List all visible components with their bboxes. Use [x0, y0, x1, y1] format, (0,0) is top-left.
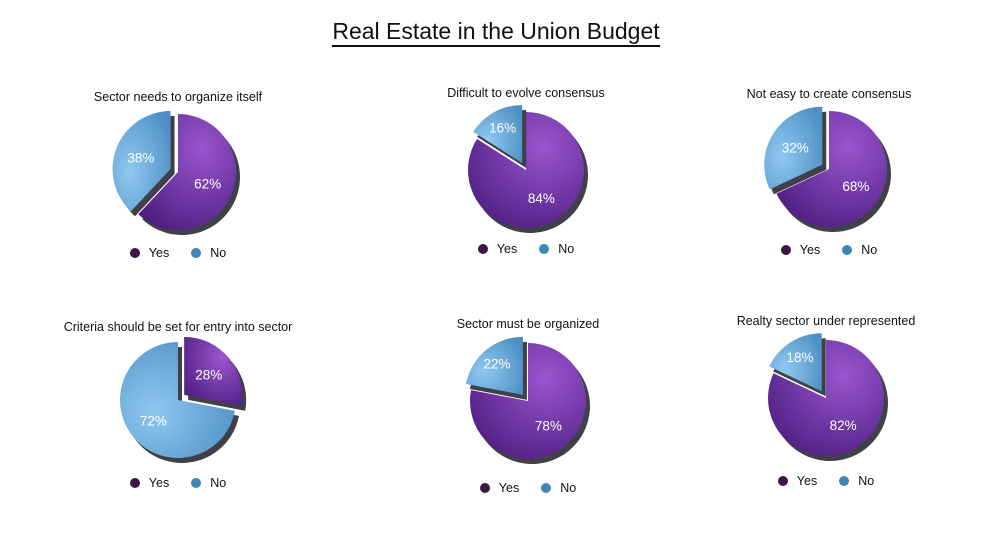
pie-chart: 68% 32%: [764, 106, 891, 232]
pie-chart-panel: Not easy to create consensus 68% 32% Yes No: [709, 87, 949, 289]
pie-value-label: 38%: [127, 150, 154, 165]
pie-slice-yes: [468, 112, 584, 228]
legend-label: No: [560, 481, 577, 495]
pie-slice-yes-group: 62%: [138, 114, 240, 235]
pie-chart: 28% 72%: [119, 336, 247, 463]
legend-label: No: [210, 476, 227, 490]
pie-slice-yes-group: 78%: [470, 343, 590, 464]
legend-label: No: [210, 246, 227, 260]
pie-value-label: 72%: [140, 413, 167, 428]
pie-slice-no: [764, 106, 823, 190]
pie-slice-no: [769, 333, 822, 392]
legend-swatch: [191, 248, 202, 258]
pie-title: Sector needs to organize itself: [93, 90, 263, 104]
legend-label: Yes: [498, 481, 520, 495]
pie-chart-panel: Difficult to evolve consensus 84% 16% Yes No: [406, 86, 646, 288]
legend-swatch: [479, 483, 490, 493]
pie-value-label: 22%: [484, 357, 511, 372]
pie-value-label: 68%: [842, 179, 869, 194]
pie-slice-no: [112, 111, 171, 212]
pie-chart-panel: Sector needs to organize itself 62% 38% Yes…: [58, 90, 298, 292]
legend: Yes No: [709, 243, 949, 258]
pie-chart: 82% 18%: [768, 333, 888, 461]
legend-swatch: [129, 478, 140, 488]
pie-value-label: 84%: [528, 191, 555, 206]
pie-slice-yes: [184, 336, 243, 406]
legend: Yes No: [58, 246, 298, 261]
pie-slice-no-group: 22%: [465, 336, 527, 400]
legend: Yes No: [408, 481, 648, 496]
legend-item-no: No: [539, 242, 574, 256]
pie-title: Sector must be organized: [456, 317, 600, 331]
legend-swatch: [780, 245, 791, 255]
pie-slice-yes: [138, 114, 236, 230]
legend-label: Yes: [148, 246, 170, 260]
legend-item-yes: Yes: [129, 476, 170, 490]
pie-value-label: 82%: [830, 418, 857, 433]
legend: Yes No: [58, 476, 298, 491]
legend: Yes No: [406, 242, 646, 257]
legend-item-no: No: [839, 474, 874, 488]
legend-item-no: No: [191, 476, 226, 490]
pie-chart: 84% 16%: [468, 104, 588, 233]
pie-title: Realty sector under represented: [736, 314, 916, 328]
pie-value-label: 18%: [786, 350, 813, 365]
legend-item-yes: Yes: [129, 246, 170, 260]
pie-value-label: 32%: [782, 141, 809, 156]
legend-swatch: [541, 483, 552, 493]
pie-slice-yes-group: 68%: [776, 111, 891, 232]
legend-label: Yes: [796, 474, 818, 488]
pie-slice-yes-group: 28%: [184, 336, 247, 411]
pie-value-label: 28%: [195, 368, 222, 383]
pie-slice-yes: [776, 111, 887, 227]
pie-slice-no-group: 32%: [764, 106, 827, 195]
legend-swatch: [191, 478, 202, 488]
pie-chart: 78% 22%: [465, 336, 590, 464]
pie-title: Difficult to evolve consensus: [447, 86, 605, 100]
legend-item-no: No: [842, 243, 877, 257]
pie-value-label: 78%: [535, 419, 562, 434]
legend-label: No: [858, 474, 875, 488]
pie-title: Criteria should be set for entry into se…: [63, 320, 293, 334]
legend-swatch: [477, 244, 488, 254]
legend-swatch: [777, 476, 788, 486]
pie-slice-yes: [768, 340, 884, 456]
pie-value-label: 16%: [489, 120, 516, 135]
legend-item-yes: Yes: [780, 243, 821, 257]
pie-slice-no-group: 72%: [119, 342, 239, 463]
legend-swatch: [842, 245, 853, 255]
legend-label: Yes: [799, 243, 821, 257]
pie-slice-no-group: 16%: [473, 104, 527, 168]
legend-swatch: [839, 476, 850, 486]
pie-slice-no-group: 18%: [769, 333, 826, 397]
legend-item-no: No: [541, 481, 576, 495]
legend-label: No: [861, 243, 878, 257]
legend-label: Yes: [496, 242, 518, 256]
pie-chart-panel: Realty sector under represented 82% 18% Yes…: [706, 314, 946, 516]
legend-item-yes: Yes: [477, 242, 518, 256]
pie-slice-yes-group: 82%: [768, 340, 888, 461]
pie-slice-yes: [470, 343, 586, 459]
pie-title: Not easy to create consensus: [746, 87, 912, 101]
legend-item-yes: Yes: [479, 481, 520, 495]
pie-chart: 62% 38%: [112, 111, 240, 235]
pie-slice-yes-group: 84%: [468, 112, 588, 233]
legend-item-no: No: [191, 246, 226, 260]
legend-swatch: [129, 248, 140, 258]
legend-label: No: [558, 242, 575, 256]
main-title: Real Estate in the Union Budget: [0, 18, 992, 47]
legend: Yes No: [706, 474, 946, 489]
pie-slice-no: [473, 104, 523, 163]
pie-slice-no: [465, 336, 523, 395]
pie-slice-no: [119, 342, 235, 458]
pie-value-label: 62%: [194, 177, 221, 192]
legend-item-yes: Yes: [777, 474, 818, 488]
pie-slice-no-group: 38%: [112, 111, 175, 217]
legend-label: Yes: [148, 476, 170, 490]
pie-chart-panel: Criteria should be set for entry into se…: [58, 320, 298, 522]
pie-chart-panel: Sector must be organized 78% 22% Yes No: [408, 317, 648, 519]
legend-swatch: [539, 244, 550, 254]
